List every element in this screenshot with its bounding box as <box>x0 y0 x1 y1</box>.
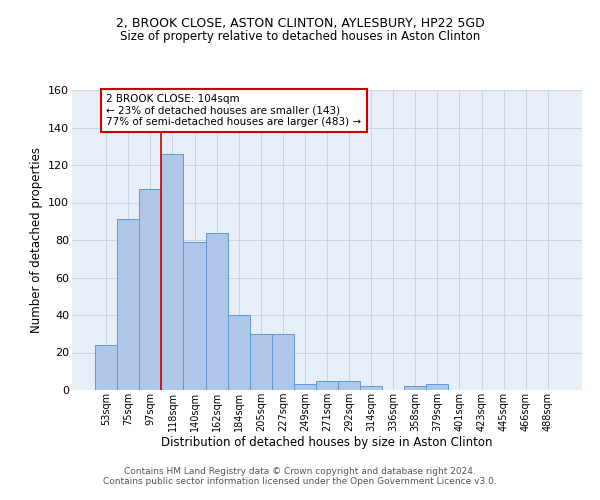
Bar <box>206 232 227 390</box>
Text: Size of property relative to detached houses in Aston Clinton: Size of property relative to detached ho… <box>120 30 480 43</box>
Bar <box>250 334 272 390</box>
Bar <box>294 384 316 390</box>
Bar <box>95 345 117 390</box>
Bar <box>117 220 139 390</box>
Bar <box>360 386 382 390</box>
Text: 2, BROOK CLOSE, ASTON CLINTON, AYLESBURY, HP22 5GD: 2, BROOK CLOSE, ASTON CLINTON, AYLESBURY… <box>116 18 484 30</box>
Bar <box>272 334 294 390</box>
Bar <box>139 190 161 390</box>
Text: 2 BROOK CLOSE: 104sqm
← 23% of detached houses are smaller (143)
77% of semi-det: 2 BROOK CLOSE: 104sqm ← 23% of detached … <box>106 94 361 127</box>
Bar <box>161 154 184 390</box>
Bar <box>316 380 338 390</box>
Bar <box>427 384 448 390</box>
Text: Contains public sector information licensed under the Open Government Licence v3: Contains public sector information licen… <box>103 477 497 486</box>
X-axis label: Distribution of detached houses by size in Aston Clinton: Distribution of detached houses by size … <box>161 436 493 450</box>
Bar <box>338 380 360 390</box>
Bar <box>404 386 427 390</box>
Bar <box>227 315 250 390</box>
Text: Contains HM Land Registry data © Crown copyright and database right 2024.: Contains HM Land Registry data © Crown c… <box>124 467 476 476</box>
Bar <box>184 242 206 390</box>
Y-axis label: Number of detached properties: Number of detached properties <box>29 147 43 333</box>
